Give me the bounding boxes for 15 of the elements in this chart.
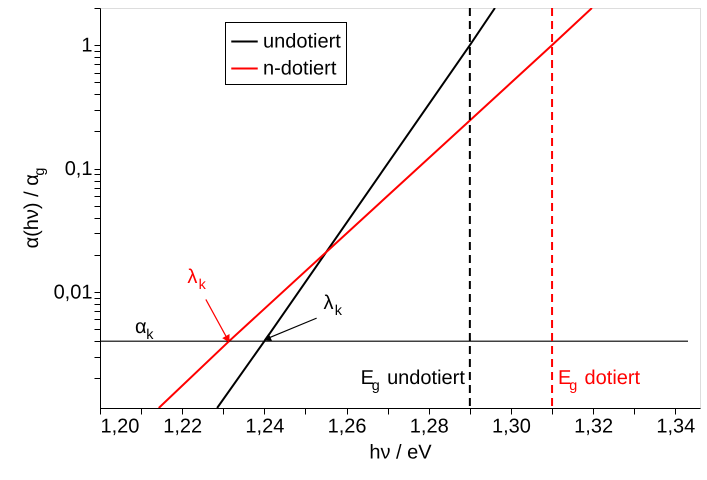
x-tick-label: 1,30 [492, 416, 531, 438]
x-axis-title: hν / eV [369, 442, 432, 464]
x-tick-label: 1,34 [656, 416, 696, 438]
x-tick-label: 1,22 [163, 416, 202, 438]
y-axis-title: α(hν) / αg [21, 168, 48, 248]
x-tick-label: 1,20 [100, 416, 140, 438]
y-tick-label: 0,1 [64, 158, 92, 180]
x-tick-label: 1,24 [245, 416, 284, 438]
legend-label: n-dotiert [263, 58, 337, 80]
x-tick-label: 1,28 [410, 416, 449, 438]
y-tick-label: 0,01 [54, 282, 92, 304]
x-tick-label: 1,32 [574, 416, 614, 438]
y-tick-label: 1 [81, 34, 92, 57]
legend-label: undotiert [263, 30, 342, 52]
x-tick-label: 1,26 [328, 416, 367, 438]
